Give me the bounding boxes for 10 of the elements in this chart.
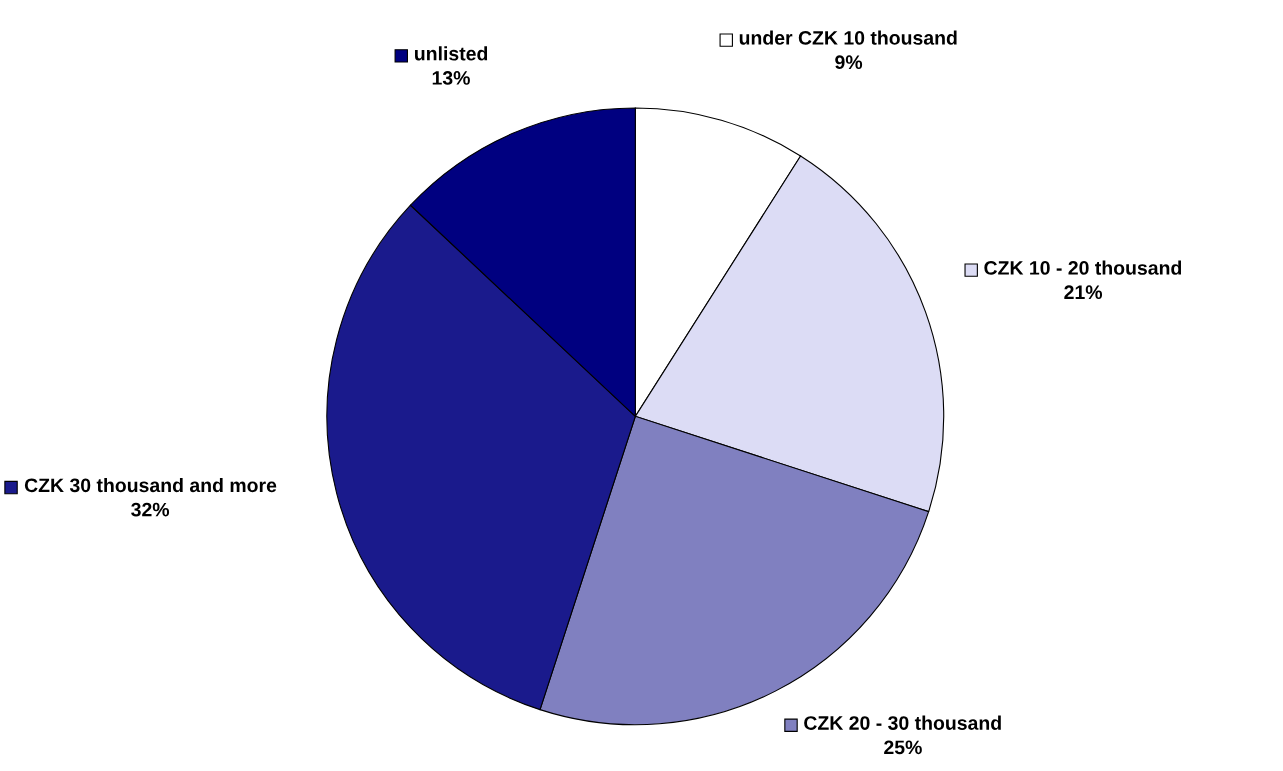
data-label: 9% xyxy=(835,55,863,70)
data-label: 21% xyxy=(1064,285,1103,300)
legend-label: CZK 30 thousand and more xyxy=(24,477,277,493)
data-label: 25% xyxy=(884,740,922,755)
data-label: 32% xyxy=(131,502,170,517)
data-label: 13% xyxy=(432,71,470,85)
legend-label: CZK 20 - 30 thousand xyxy=(804,715,1001,730)
legend-label: under CZK 10 thousand xyxy=(739,30,957,45)
legend-label: unlisted xyxy=(415,46,488,61)
legend-label: CZK 10 - 20 thousand xyxy=(984,260,1182,275)
